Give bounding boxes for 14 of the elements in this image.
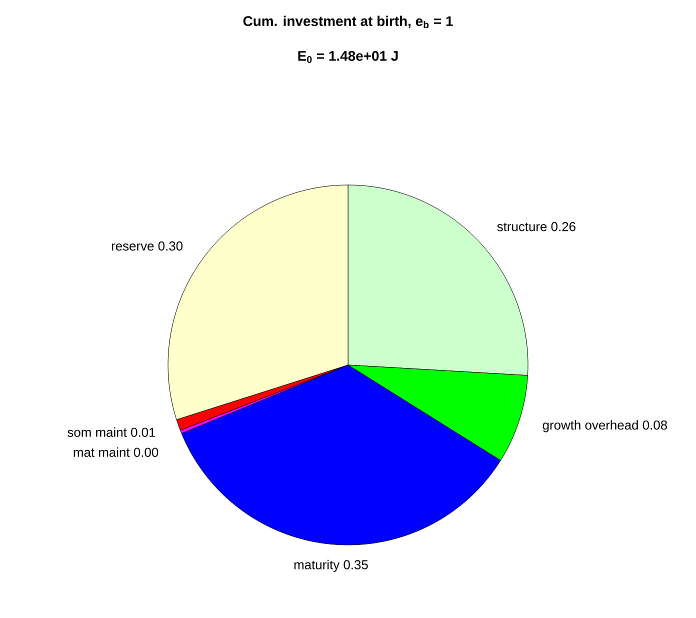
data-label: 0.08 (642, 420, 668, 430)
data-label: 0.26 (551, 222, 576, 232)
slice-label: mat maint (74, 447, 130, 457)
slice-label: som maint (68, 427, 127, 437)
slice-label: growth overhead (542, 420, 638, 432)
data-label: 0.01 (131, 428, 156, 437)
chart-subtitle: E$_{0}$ = 1.48e+01 J (298, 50, 398, 63)
slice-label: structure (497, 222, 547, 232)
slice-label: reserve (112, 244, 154, 251)
data-label: 0.30 (158, 241, 183, 251)
data-label: 0.00 (134, 448, 158, 457)
data-label: 0.35 (344, 560, 368, 570)
chart-title: Cum. investment at birth, e$_{b}$ = 1 (243, 16, 453, 28)
slice-label: maturity (294, 560, 340, 572)
